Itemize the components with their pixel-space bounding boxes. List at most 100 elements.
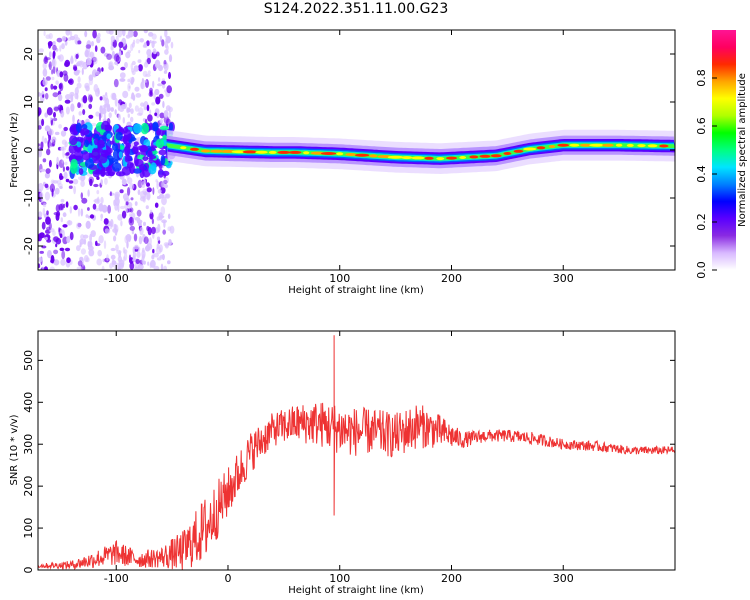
- heatmap-noise-dot: [80, 192, 84, 200]
- heatmap-noise-dot: [135, 38, 140, 44]
- heatmap-noise-dot: [146, 49, 152, 57]
- heatmap-noise-dot: [88, 94, 93, 103]
- y-tick-label: 500: [22, 350, 35, 371]
- heatmap-noise-dot: [59, 247, 64, 251]
- heatmap-noise-dot: [48, 159, 52, 168]
- heatmap-noise-dot: [38, 147, 41, 156]
- heatmap-noise-dot: [81, 197, 88, 204]
- heatmap-noise-dot: [121, 210, 127, 219]
- heatmap-noise-dot: [93, 56, 98, 65]
- heatmap-noise-dot: [53, 236, 59, 243]
- heatmap-noise-dot: [118, 41, 124, 48]
- y-tick-label: -20: [22, 237, 35, 255]
- x-tick-label: 0: [224, 272, 231, 285]
- heatmap-cluster-blob: [142, 156, 149, 162]
- heatmap-noise-dot: [47, 41, 53, 47]
- heatmap-noise-dot: [44, 125, 51, 132]
- heatmap-noise-dot: [54, 187, 60, 195]
- heatmap-noise-dot: [65, 155, 69, 159]
- heatmap-noise-dot: [105, 97, 110, 106]
- heatmap-noise-dot: [130, 79, 134, 85]
- heatmap-noise-dot: [168, 239, 172, 246]
- heatmap-noise-dot: [72, 178, 79, 185]
- heatmap-cluster-blob: [148, 165, 157, 175]
- heatmap-noise-dot: [68, 185, 73, 189]
- heatmap-cluster-blob: [160, 154, 166, 166]
- heatmap-noise-dot: [83, 255, 89, 263]
- heatmap-noise-dot: [38, 263, 41, 269]
- heatmap-noise-dot: [146, 191, 151, 201]
- heatmap-noise-dot: [84, 30, 88, 38]
- heatmap-noise-dot: [64, 99, 71, 104]
- heatmap-noise-dot: [149, 40, 152, 44]
- heatmap-noise-dot: [85, 220, 91, 229]
- heatmap-noise-dot: [44, 112, 49, 118]
- heatmap-noise-dot: [127, 177, 133, 185]
- heatmap-noise-dot: [52, 41, 56, 46]
- heatmap-noise-dot: [120, 66, 126, 71]
- heatmap-noise-dot: [151, 40, 155, 49]
- heatmap-ridge-peak: [490, 154, 502, 158]
- heatmap-ridge-peak: [355, 153, 370, 157]
- heatmap-noise-dot: [134, 86, 140, 92]
- heatmap-noise-dot: [146, 104, 150, 112]
- heatmap-ridge-peak: [436, 157, 445, 161]
- heatmap-noise-dot: [101, 204, 108, 213]
- heatmap-noise-dot: [89, 214, 95, 219]
- heatmap-noise-dot: [108, 112, 112, 118]
- heatmap-noise-dot: [101, 67, 104, 72]
- heatmap-noise-dot: [128, 102, 132, 109]
- heatmap-noise-dot: [57, 104, 63, 111]
- heatmap-noise-dot: [163, 70, 168, 74]
- heatmap-noise-dot: [170, 41, 174, 49]
- heatmap-noise-dot: [95, 111, 100, 117]
- y-tick-label: -10: [22, 189, 35, 207]
- heatmap-noise-dot: [161, 180, 165, 188]
- heatmap-noise-dot: [59, 45, 62, 52]
- heatmap-noise-dot: [151, 254, 155, 260]
- heatmap-noise-dot: [82, 109, 86, 115]
- heatmap-cluster-blob: [149, 155, 157, 160]
- heatmap-noise-dot: [157, 223, 161, 233]
- heatmap-noise-dot: [145, 73, 151, 77]
- heatmap-cluster-blob: [148, 122, 153, 131]
- heatmap-noise-dot: [93, 84, 99, 93]
- y-tick-label: 400: [22, 392, 35, 413]
- heatmap-noise-dot: [124, 235, 129, 244]
- heatmap-noise-dot: [87, 189, 90, 197]
- heatmap-noise-dot: [108, 65, 115, 71]
- heatmap-noise-dot: [130, 108, 134, 114]
- heatmap-noise-dot: [44, 87, 48, 92]
- heatmap-noise-dot: [129, 183, 135, 190]
- heatmap-ridge-peak: [479, 154, 491, 158]
- heatmap-ridge-peak: [180, 146, 187, 150]
- heatmap-noise-dot: [44, 172, 51, 179]
- heatmap-noise-dot: [134, 201, 138, 206]
- heatmap-noise-dot: [149, 87, 153, 94]
- heatmap-ridge-peak: [369, 154, 378, 158]
- heatmap-ridge-peak: [220, 149, 236, 153]
- heatmap-cluster-blob: [69, 135, 78, 146]
- heatmap-noise-dot: [137, 59, 142, 63]
- heatmap-noise-dot: [109, 191, 112, 197]
- heatmap-noise-dot: [155, 96, 161, 105]
- colorbar-gradient: [712, 30, 736, 270]
- heatmap-noise-dot: [163, 176, 169, 184]
- heatmap-ridge-peak: [513, 149, 524, 153]
- heatmap-noise-dot: [101, 107, 107, 115]
- heatmap-ridge-peak: [446, 156, 457, 160]
- heatmap-noise-dot: [151, 218, 154, 225]
- heatmap-noise-dot: [96, 190, 100, 195]
- heatmap-noise-dot: [82, 175, 86, 181]
- heatmap-noise-dot: [103, 218, 109, 225]
- heatmap-noise-dot: [117, 103, 121, 111]
- heatmap-noise-dot: [38, 48, 45, 53]
- heatmap-ridge-peak: [626, 143, 634, 147]
- heatmap-noise-dot: [145, 245, 151, 252]
- heatmap-noise-dot: [54, 131, 60, 136]
- heatmap-noise-dot: [127, 78, 130, 83]
- heatmap-noise-dot: [45, 34, 51, 39]
- heatmap-noise-dot: [94, 45, 98, 52]
- heatmap-ridge-peak: [602, 143, 614, 147]
- heatmap-noise-dot: [129, 213, 132, 217]
